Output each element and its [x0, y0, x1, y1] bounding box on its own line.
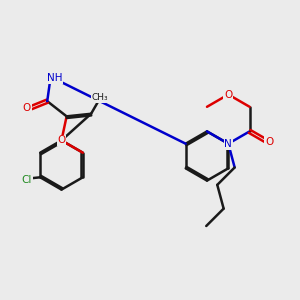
Text: CH₃: CH₃	[92, 93, 109, 102]
Text: Cl: Cl	[22, 175, 32, 185]
Text: O: O	[265, 137, 273, 147]
Text: O: O	[22, 103, 31, 113]
Text: O: O	[224, 89, 232, 100]
Text: NH: NH	[47, 73, 62, 83]
Text: O: O	[57, 135, 66, 146]
Text: N: N	[224, 139, 232, 149]
